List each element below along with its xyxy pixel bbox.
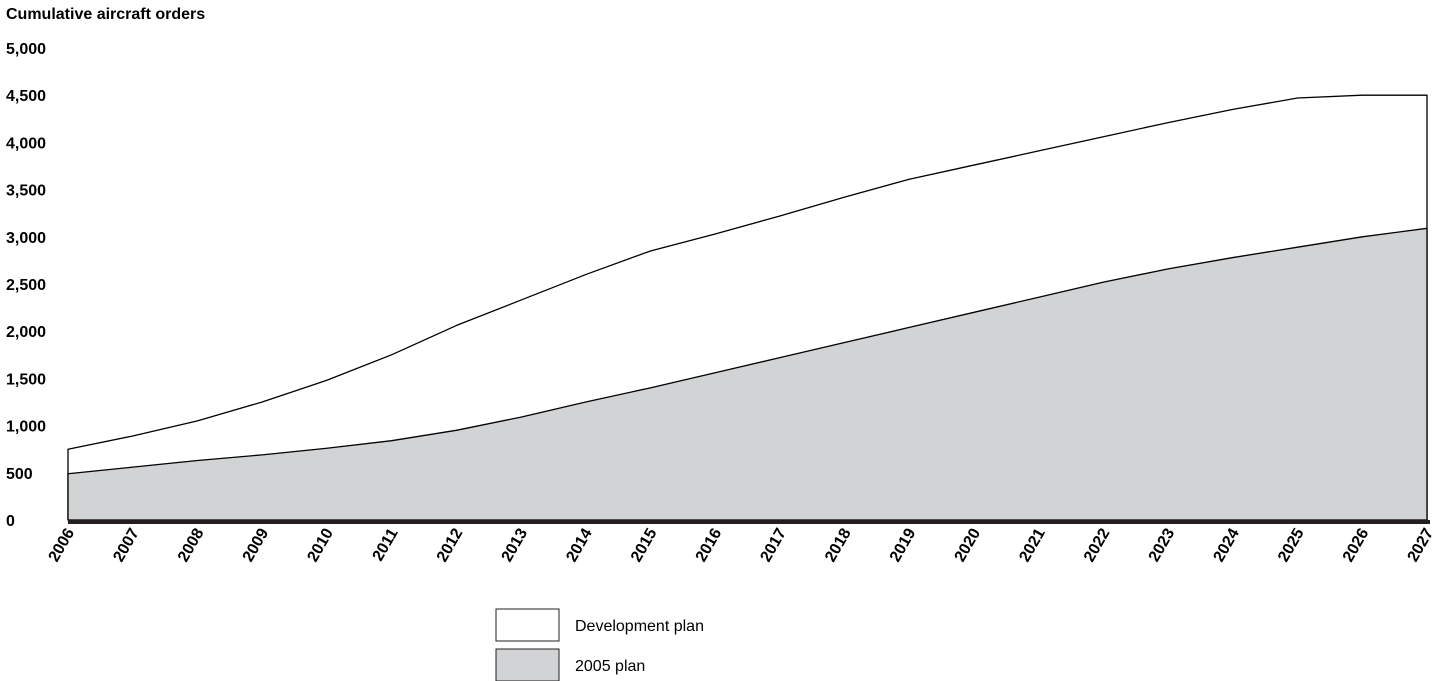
x-tick-label: 2017 [757,526,790,565]
x-tick-label: 2011 [370,526,402,565]
x-tick-label: 2022 [1081,526,1114,565]
x-tick-label: 2018 [822,526,855,565]
x-tick-label: 2023 [1146,526,1179,565]
x-tick-label: 2026 [1340,526,1373,565]
y-tick-label: 0 [6,513,15,530]
y-tick-label: 500 [6,466,33,483]
x-tick-label: 2014 [563,526,596,565]
x-tick-label: 2007 [110,526,143,565]
legend: Development plan 2005 plan [495,608,704,681]
y-tick-label: 3,500 [6,183,46,200]
y-tick-label: 2,000 [6,324,46,341]
legend-label-development-plan: Development plan [575,618,704,635]
y-tick-label: 2,500 [6,277,46,294]
x-tick-label: 2013 [499,526,532,565]
legend-label-2005-plan: 2005 plan [575,658,645,675]
legend-swatch-2005-plan [495,648,560,681]
area-series-2005-plan [67,227,1428,521]
x-tick-label: 2021 [1016,526,1049,565]
x-tick-label: 2024 [1210,526,1243,565]
y-axis-ticks: 0 500 1,000 1,500 2,000 2,500 3,000 3,500 4,000 4… [6,41,46,530]
y-tick-label: 1,500 [6,371,46,388]
y-tick-label: 4,500 [6,88,46,105]
x-tick-label: 2006 [46,526,79,565]
chart-areas [67,94,1428,521]
x-tick-label: 2010 [304,526,337,565]
x-tick-label: 2027 [1405,526,1438,565]
x-tick-label: 2016 [693,526,726,565]
x-tick-label: 2025 [1275,526,1308,565]
x-tick-label: 2012 [434,526,467,565]
x-tick-label: 2020 [952,526,985,565]
y-tick-label: 1,000 [6,419,46,436]
x-axis-ticks: 2006 2007 2008 2009 2010 2011 2012 2013 2014 2015… [46,526,1438,565]
y-tick-label: 4,000 [6,135,46,152]
x-tick-label: 2009 [240,526,273,565]
x-tick-label: 2019 [887,526,920,565]
legend-swatch-development-plan [495,608,560,642]
x-tick-label: 2015 [628,526,661,565]
y-axis-label: Cumulative aircraft orders [6,6,205,23]
y-tick-label: 3,000 [6,230,46,247]
y-tick-label: 5,000 [6,41,46,58]
x-axis-baseline [68,520,1430,524]
x-tick-label: 2008 [175,526,208,565]
